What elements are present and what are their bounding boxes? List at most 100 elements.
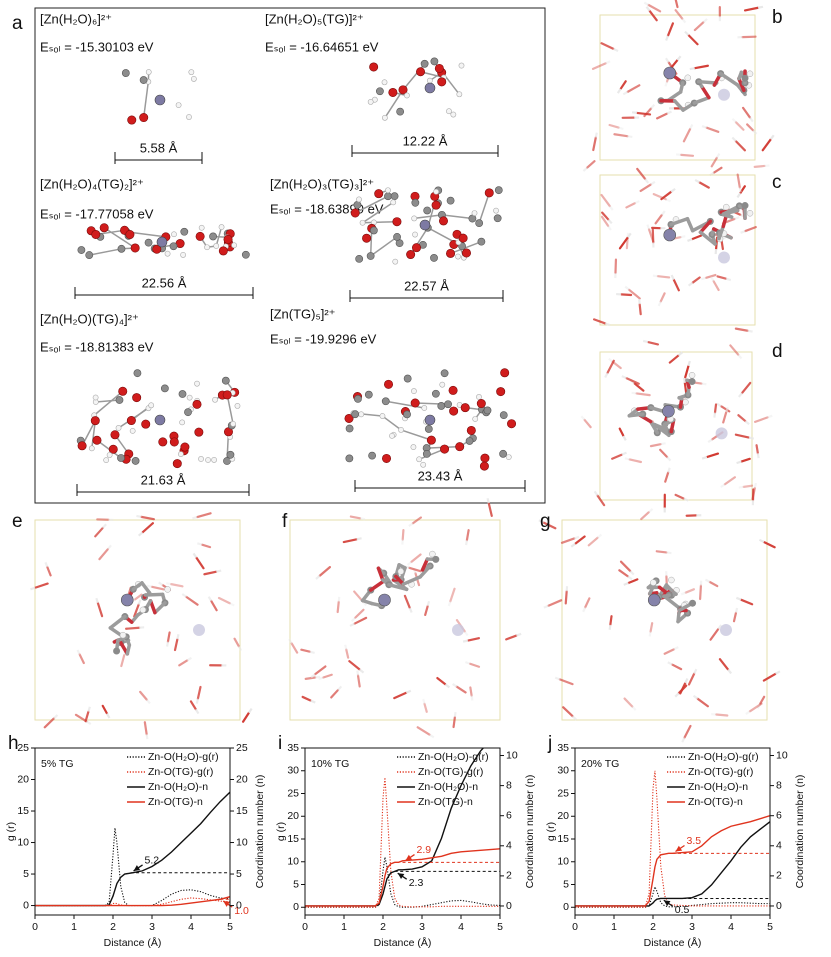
oxygen-atom — [118, 386, 128, 396]
hydrogen-atom — [212, 396, 218, 403]
x-tick-label: 1 — [611, 921, 617, 933]
water-molecule — [185, 595, 199, 606]
water-molecule — [313, 665, 327, 676]
water-hydrogen — [731, 118, 737, 124]
water-molecule — [345, 648, 350, 659]
bond — [91, 420, 97, 449]
water-hydrogen — [749, 116, 754, 123]
water-molecule — [465, 529, 470, 542]
length-label: 22.56 Å — [142, 275, 187, 290]
oxygen-atom — [194, 427, 204, 437]
water-hydrogen — [318, 676, 324, 681]
formula: [Zn(H₂O)₅(TG)]²⁺ — [265, 11, 364, 26]
zinc-ion — [193, 624, 205, 636]
water-molecule — [301, 695, 312, 702]
chain-atom — [432, 555, 440, 563]
water-hydrogen — [694, 178, 701, 184]
water-hydrogen — [607, 225, 612, 231]
simulation-box — [599, 14, 756, 161]
tg-chain — [666, 90, 683, 103]
oxygen-atom — [223, 427, 233, 437]
oxygen-atom — [448, 385, 458, 395]
chain-h-atom — [684, 74, 692, 82]
hydrogen-atom — [411, 215, 418, 222]
water-hydrogen — [229, 602, 235, 607]
water-molecule — [424, 604, 429, 617]
annotation-arrowhead — [133, 865, 141, 871]
water-hydrogen — [642, 339, 649, 344]
water-molecule — [691, 234, 703, 241]
water-hydrogen — [146, 584, 153, 588]
chain-h-atom — [723, 203, 730, 211]
water-molecule — [401, 528, 405, 541]
hydrogen-atom — [446, 108, 452, 115]
water-molecule — [304, 676, 317, 680]
water-hydrogen — [715, 152, 721, 159]
hydrogen-atom — [204, 244, 210, 251]
oxygen-atom — [431, 200, 441, 210]
hydrogen-atom — [218, 224, 225, 230]
water-hydrogen — [673, 646, 679, 651]
tg-chain — [700, 84, 711, 100]
water-hydrogen — [624, 285, 630, 291]
water-hydrogen — [309, 650, 315, 654]
water-molecule — [723, 476, 736, 486]
water-molecule — [423, 702, 428, 713]
water-hydrogen — [186, 656, 192, 662]
annotation-arrowhead — [397, 873, 405, 879]
hydrogen-atom — [455, 253, 461, 260]
x-tick-label: 1 — [341, 921, 347, 933]
legend-label: Zn-O(H₂O)-g(r) — [688, 751, 759, 763]
chain-h-atom — [668, 576, 675, 584]
water-molecule — [217, 596, 231, 605]
water-hydrogen — [462, 639, 469, 643]
water-molecule — [300, 648, 311, 653]
water-molecule — [210, 599, 218, 612]
y2-tick-label: 20 — [236, 773, 248, 785]
bond — [370, 236, 398, 257]
water-molecule — [141, 522, 154, 534]
oxygen-atom — [126, 416, 136, 426]
water-hydrogen — [758, 538, 765, 543]
water-molecule — [606, 359, 615, 375]
water-hydrogen — [408, 522, 414, 528]
series-line — [35, 791, 230, 907]
hydrogen-atom — [420, 461, 427, 468]
x-tick-label: 2 — [380, 921, 386, 933]
water-molecule — [699, 584, 703, 601]
x-tick-label: 4 — [188, 921, 194, 933]
formula: [Zn(TG)₅]²⁺ — [270, 306, 336, 321]
tg-chain — [627, 407, 640, 418]
water-hydrogen — [543, 604, 549, 609]
water-hydrogen — [165, 641, 170, 647]
oxygen-atom — [480, 453, 490, 463]
water-molecule — [591, 62, 607, 71]
water-hydrogen — [516, 632, 522, 637]
water-molecule — [133, 593, 143, 601]
water-molecule — [505, 634, 518, 641]
water-molecule — [403, 594, 411, 610]
water-molecule — [393, 691, 408, 700]
water-molecule — [684, 588, 695, 594]
oxygen-atom — [223, 234, 233, 244]
water-hydrogen — [650, 180, 656, 186]
chain-atom — [113, 647, 121, 655]
carbon-atom — [437, 402, 446, 410]
panel-letter: a — [12, 13, 23, 34]
legend-label: Zn-O(H₂O)-n — [688, 781, 748, 793]
y-tick-label: 5 — [563, 878, 569, 890]
water-molecule — [96, 601, 104, 618]
panel-letter: f — [282, 511, 288, 532]
oxygen-atom — [388, 87, 398, 97]
water-molecule — [623, 697, 634, 708]
water-molecule — [636, 167, 647, 181]
water-hydrogen — [745, 710, 751, 715]
water-molecule — [674, 0, 679, 9]
water-molecule — [679, 153, 695, 157]
oxygen-atom — [458, 233, 468, 243]
hydrogen-atom — [230, 420, 236, 427]
water-hydrogen — [683, 497, 689, 502]
oxygen-atom — [455, 442, 465, 452]
solvation-energy: Eₛₒₗ = -18.63899 eV — [270, 201, 384, 216]
oxygen-atom — [195, 231, 205, 241]
